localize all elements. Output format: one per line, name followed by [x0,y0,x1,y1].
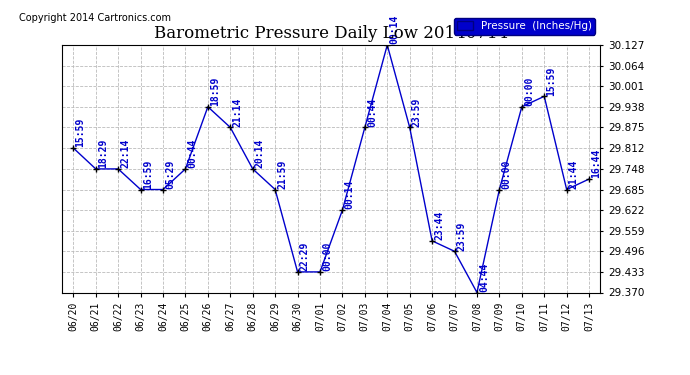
Text: 18:59: 18:59 [210,77,220,106]
Text: 04:44: 04:44 [479,262,489,292]
Text: 05:29: 05:29 [166,159,175,189]
Text: 00:44: 00:44 [188,139,197,168]
Text: 21:14: 21:14 [233,98,242,127]
Text: 23:59: 23:59 [457,221,466,251]
Text: 20:14: 20:14 [255,139,265,168]
Legend: Pressure  (Inches/Hg): Pressure (Inches/Hg) [454,18,595,34]
Text: 00:14: 00:14 [389,15,400,44]
Text: 15:59: 15:59 [546,66,556,96]
Text: 15:59: 15:59 [76,118,86,147]
Text: 00:44: 00:44 [367,98,377,127]
Text: 00:00: 00:00 [502,159,511,189]
Text: 21:59: 21:59 [277,159,287,189]
Text: 16:44: 16:44 [591,149,601,178]
Text: 00:14: 00:14 [344,180,355,210]
Text: 00:00: 00:00 [524,77,534,106]
Text: 23:44: 23:44 [435,211,444,240]
Text: 21:44: 21:44 [569,159,579,189]
Text: 22:29: 22:29 [299,242,310,271]
Text: 23:59: 23:59 [412,98,422,127]
Text: 16:59: 16:59 [143,159,152,189]
Text: 22:14: 22:14 [121,139,130,168]
Text: 00:00: 00:00 [322,242,332,271]
Text: 18:29: 18:29 [98,139,108,168]
Title: Barometric Pressure Daily Low 20140714: Barometric Pressure Daily Low 20140714 [154,25,509,42]
Text: Copyright 2014 Cartronics.com: Copyright 2014 Cartronics.com [19,13,171,23]
